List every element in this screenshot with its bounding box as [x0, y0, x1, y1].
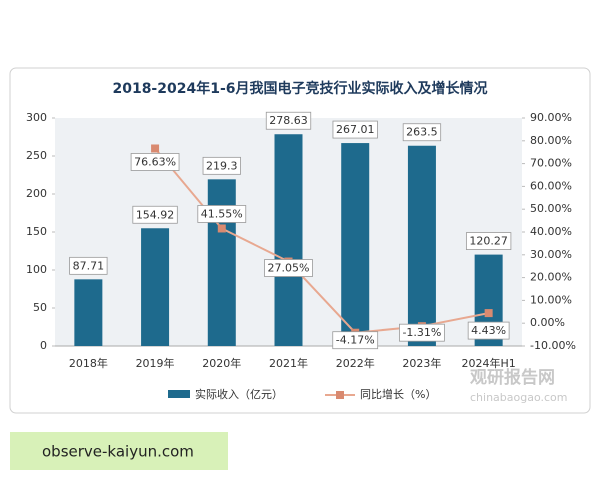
- bar: [341, 143, 370, 346]
- y-tick-label: 150: [26, 225, 47, 238]
- line-value-label-box: [467, 321, 510, 340]
- x-tick-label: 2024年H1: [462, 356, 516, 370]
- x-tick-label: 2020年: [202, 356, 241, 370]
- bar-value-label-box: [265, 111, 312, 130]
- x-tick-label: 2023年: [402, 356, 441, 370]
- line-value-label: 27.05%: [268, 262, 310, 275]
- y2-tick-label: 10.00%: [530, 293, 572, 306]
- bar-value-label: 219.3: [206, 159, 238, 172]
- y2-tick-label: 30.00%: [530, 248, 572, 261]
- banner-box: [10, 432, 228, 470]
- bar: [207, 179, 236, 346]
- y2-tick-label: 70.00%: [530, 157, 572, 170]
- bar-value-label-box: [465, 232, 512, 250]
- x-tick-label: 2022年: [336, 356, 375, 370]
- y-tick-label: 300: [26, 111, 47, 124]
- banner-text: observe-kaiyun.com: [42, 443, 194, 461]
- watermark: 观研报告网: [469, 367, 555, 388]
- y-tick-label: 50: [33, 301, 47, 314]
- line-marker: [151, 144, 160, 153]
- x-tick-label: 2021年: [269, 356, 308, 370]
- watermark: chinabaogao.com: [470, 391, 568, 404]
- y2-tick-label: -10.00%: [530, 339, 576, 352]
- bar-value-label-box: [402, 123, 442, 142]
- y2-tick-label: 90.00%: [530, 111, 572, 124]
- bar: [407, 145, 436, 346]
- line-value-label: -4.17%: [336, 334, 375, 347]
- y2-tick-label: 80.00%: [530, 134, 572, 147]
- bar: [74, 279, 103, 346]
- bar: [274, 134, 303, 346]
- bar-value-label: 87.71: [73, 259, 105, 272]
- y2-tick-label: 20.00%: [530, 271, 572, 284]
- legend-swatch: [168, 390, 190, 398]
- bar-value-label: 267.01: [336, 123, 375, 136]
- bar-value-label-box: [332, 120, 378, 139]
- line-value-label-box: [197, 205, 247, 223]
- bar: [141, 228, 170, 346]
- bar-value-label: 278.63: [269, 114, 308, 127]
- y-tick-label: 0: [40, 339, 47, 352]
- x-tick-label: 2019年: [136, 356, 175, 370]
- bar-value-label-box: [202, 156, 241, 175]
- y-tick-label: 250: [26, 149, 47, 162]
- legend-label: 同比增长（%）: [360, 387, 436, 401]
- line-marker: [217, 224, 226, 233]
- line-value-label: 76.63%: [134, 155, 176, 168]
- y2-tick-label: 50.00%: [530, 202, 572, 215]
- bar-value-label: 154.92: [136, 208, 175, 221]
- y2-tick-label: 40.00%: [530, 225, 572, 238]
- y2-tick-label: 0.00%: [530, 316, 565, 329]
- bar-value-label: 120.27: [469, 235, 508, 248]
- chart-title: 2018-2024年1-6月我国电子竞技行业实际收入及增长情况: [112, 80, 487, 97]
- bar-value-label-box: [132, 205, 178, 224]
- bar-value-label-box: [69, 256, 108, 275]
- line-value-label-box: [332, 331, 379, 350]
- legend-marker: [336, 391, 344, 399]
- line-value-label: 41.55%: [201, 207, 243, 220]
- line-marker: [484, 309, 493, 318]
- bar-value-label: 263.5: [406, 126, 438, 139]
- line-value-label: 4.43%: [471, 324, 506, 337]
- line-value-label-box: [130, 153, 180, 171]
- line-value-label-box: [399, 323, 445, 342]
- legend-label: 实际收入（亿元）: [195, 387, 283, 401]
- line-value-label: -1.31%: [402, 326, 441, 339]
- y-tick-label: 100: [26, 263, 47, 276]
- x-tick-label: 2018年: [69, 356, 108, 370]
- line-value-label-box: [264, 259, 313, 277]
- y2-tick-label: 60.00%: [530, 179, 572, 192]
- y-tick-label: 200: [26, 187, 47, 200]
